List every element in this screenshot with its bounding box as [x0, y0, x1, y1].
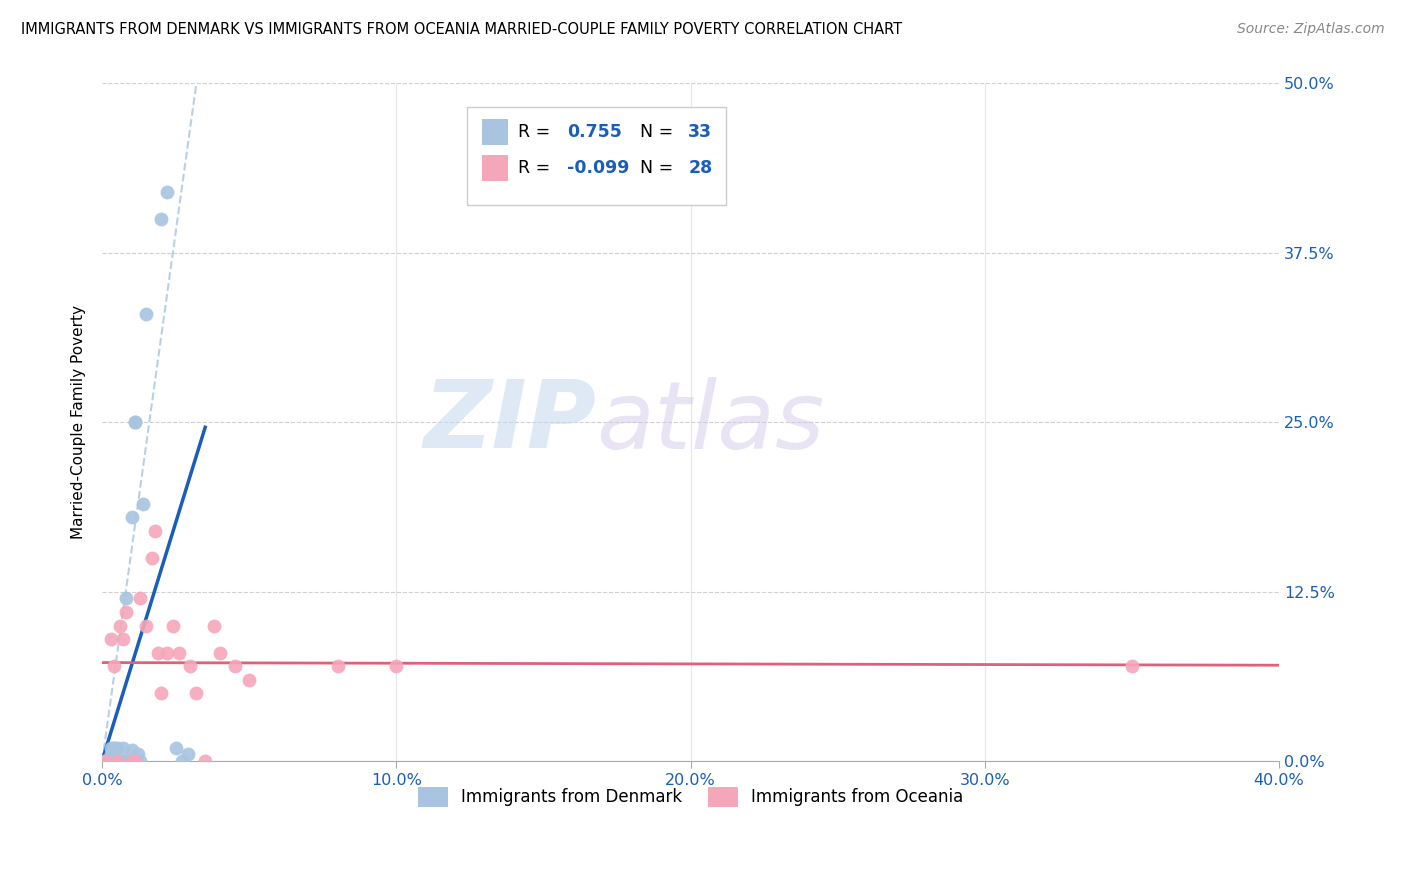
Point	[202, 618, 225, 632]
Point	[129, 591, 152, 606]
Point	[208, 646, 231, 660]
Point	[118, 754, 141, 768]
Point	[121, 510, 143, 524]
Point	[167, 646, 190, 660]
Point	[108, 754, 131, 768]
Text: N =: N =	[630, 159, 679, 178]
Point	[135, 618, 157, 632]
Point	[162, 618, 184, 632]
Point	[238, 673, 260, 687]
Point	[135, 307, 157, 321]
Point	[105, 740, 128, 755]
Text: R =: R =	[517, 159, 555, 178]
Text: N =: N =	[630, 123, 679, 141]
Point	[105, 754, 128, 768]
Point	[100, 747, 122, 762]
Point	[124, 754, 146, 768]
Point	[105, 754, 128, 768]
Text: 0.755: 0.755	[567, 123, 621, 141]
Point	[111, 632, 134, 646]
Point	[108, 618, 131, 632]
Point	[176, 747, 198, 762]
Point	[103, 740, 125, 755]
Point	[121, 754, 143, 768]
Point	[179, 659, 201, 673]
Point	[100, 754, 122, 768]
Text: 33: 33	[689, 123, 713, 141]
Point	[132, 497, 155, 511]
Point	[97, 754, 120, 768]
Point	[108, 754, 131, 768]
Point	[224, 659, 246, 673]
Point	[100, 740, 122, 755]
Point	[156, 646, 179, 660]
Point	[143, 524, 166, 538]
Point	[150, 211, 173, 226]
Point	[127, 747, 149, 762]
Point	[124, 415, 146, 429]
Point	[114, 754, 136, 768]
Bar	[482, 120, 508, 145]
Point	[100, 632, 122, 646]
Text: ZIP: ZIP	[423, 376, 596, 468]
Point	[129, 754, 152, 768]
Point	[94, 754, 117, 768]
Point	[186, 686, 208, 700]
Text: -0.099: -0.099	[567, 159, 630, 178]
Point	[111, 754, 134, 768]
Text: IMMIGRANTS FROM DENMARK VS IMMIGRANTS FROM OCEANIA MARRIED-COUPLE FAMILY POVERTY: IMMIGRANTS FROM DENMARK VS IMMIGRANTS FR…	[21, 22, 903, 37]
Point	[150, 686, 173, 700]
Point	[103, 659, 125, 673]
Point	[326, 659, 349, 673]
Point	[141, 550, 163, 565]
FancyBboxPatch shape	[467, 107, 725, 205]
Point	[1121, 659, 1143, 673]
Point	[385, 659, 408, 673]
Point	[103, 754, 125, 768]
Y-axis label: Married-Couple Family Poverty: Married-Couple Family Poverty	[72, 305, 86, 540]
Point	[156, 185, 179, 199]
Point	[100, 754, 122, 768]
Point	[105, 754, 128, 768]
Bar	[482, 155, 508, 181]
Text: Source: ZipAtlas.com: Source: ZipAtlas.com	[1237, 22, 1385, 37]
Point	[111, 740, 134, 755]
Point	[94, 754, 117, 768]
Point	[97, 754, 120, 768]
Text: R =: R =	[517, 123, 561, 141]
Point	[114, 605, 136, 619]
Point	[124, 415, 146, 429]
Point	[194, 754, 217, 768]
Point	[114, 591, 136, 606]
Text: 28: 28	[689, 159, 713, 178]
Point	[103, 740, 125, 755]
Text: atlas: atlas	[596, 376, 825, 467]
Point	[121, 743, 143, 757]
Point	[170, 754, 193, 768]
Point	[165, 740, 187, 755]
Point	[146, 646, 169, 660]
Legend: Immigrants from Denmark, Immigrants from Oceania: Immigrants from Denmark, Immigrants from…	[412, 780, 970, 814]
